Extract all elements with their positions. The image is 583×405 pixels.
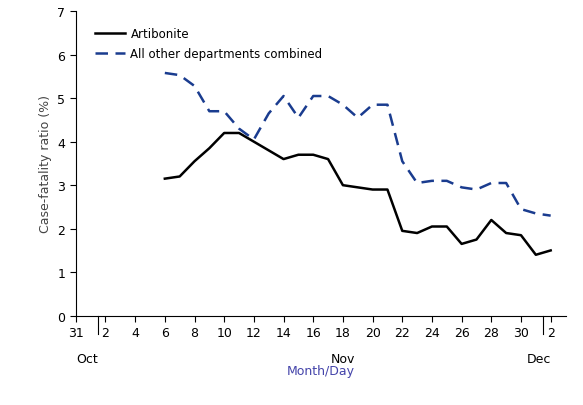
Artibonite: [236, 131, 243, 136]
All other departments combined: [280, 94, 287, 99]
Text: Dec: Dec: [526, 352, 551, 365]
Artibonite: [354, 185, 361, 190]
All other departments combined: [369, 103, 376, 108]
Line: Artibonite: Artibonite: [165, 134, 551, 255]
Text: Nov: Nov: [331, 352, 355, 365]
All other departments combined: [191, 84, 198, 89]
All other departments combined: [503, 181, 510, 186]
All other departments combined: [176, 74, 183, 79]
All other departments combined: [399, 160, 406, 164]
All other departments combined: [384, 103, 391, 108]
Artibonite: [384, 188, 391, 192]
Artibonite: [295, 153, 302, 158]
Artibonite: [325, 157, 332, 162]
Artibonite: [488, 218, 495, 223]
Artibonite: [518, 233, 525, 238]
Y-axis label: Case-fatality ratio (%): Case-fatality ratio (%): [39, 95, 52, 233]
Text: Oct: Oct: [76, 352, 97, 365]
All other departments combined: [221, 109, 228, 114]
X-axis label: Month/Day: Month/Day: [287, 364, 354, 377]
All other departments combined: [429, 179, 436, 184]
Artibonite: [458, 242, 465, 247]
Artibonite: [221, 131, 228, 136]
Artibonite: [250, 140, 257, 145]
Artibonite: [176, 175, 183, 179]
All other departments combined: [250, 138, 257, 143]
All other departments combined: [236, 127, 243, 132]
All other departments combined: [206, 109, 213, 114]
Artibonite: [547, 248, 554, 253]
Artibonite: [503, 231, 510, 236]
All other departments combined: [532, 211, 539, 216]
All other departments combined: [473, 188, 480, 192]
All other departments combined: [354, 116, 361, 121]
Artibonite: [369, 188, 376, 192]
Artibonite: [473, 237, 480, 242]
Artibonite: [399, 229, 406, 234]
All other departments combined: [443, 179, 450, 184]
Artibonite: [339, 183, 346, 188]
Line: All other departments combined: All other departments combined: [165, 74, 551, 216]
Artibonite: [310, 153, 317, 158]
All other departments combined: [265, 112, 272, 117]
Artibonite: [280, 157, 287, 162]
Artibonite: [429, 224, 436, 229]
Artibonite: [161, 177, 168, 181]
Artibonite: [443, 224, 450, 229]
All other departments combined: [339, 103, 346, 108]
Legend: Artibonite, All other departments combined: Artibonite, All other departments combin…: [92, 24, 326, 64]
All other departments combined: [310, 94, 317, 99]
Artibonite: [265, 149, 272, 153]
Artibonite: [532, 253, 539, 258]
Artibonite: [191, 160, 198, 164]
All other departments combined: [161, 71, 168, 76]
Artibonite: [413, 231, 420, 236]
All other departments combined: [458, 185, 465, 190]
All other departments combined: [518, 207, 525, 212]
All other departments combined: [488, 181, 495, 186]
All other departments combined: [413, 181, 420, 186]
Artibonite: [206, 146, 213, 151]
All other departments combined: [547, 214, 554, 219]
All other departments combined: [325, 94, 332, 99]
All other departments combined: [295, 116, 302, 121]
